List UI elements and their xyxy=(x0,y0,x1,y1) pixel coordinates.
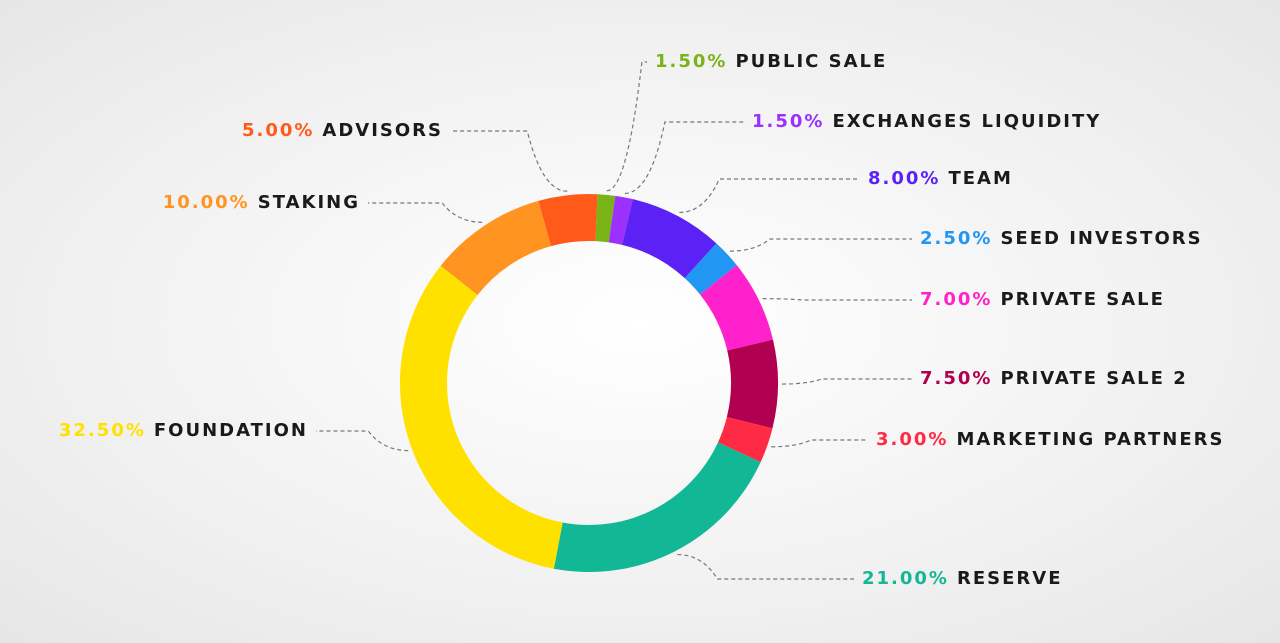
donut-segment xyxy=(440,200,552,295)
segment-label: 10.00% STAKING xyxy=(163,192,360,213)
donut-segment xyxy=(621,199,717,279)
category-label: STAKING xyxy=(258,192,360,213)
donut-segment xyxy=(726,339,778,429)
category-label: ADVISORS xyxy=(322,120,443,141)
value-label: 7.50% xyxy=(920,368,992,389)
segment-label: 5.00% ADVISORS xyxy=(242,120,443,141)
category-label: EXCHANGES LIQUIDITY xyxy=(832,111,1101,132)
segment-label: 1.50% PUBLIC SALE xyxy=(655,51,887,72)
donut-segment xyxy=(538,193,598,247)
value-label: 1.50% xyxy=(655,51,727,72)
category-label: PRIVATE SALE xyxy=(1000,289,1165,310)
segment-label: 3.00% MARKETING PARTNERS xyxy=(876,429,1224,450)
leader-line xyxy=(451,130,568,192)
leader-line xyxy=(677,553,854,580)
category-label: PUBLIC SALE xyxy=(735,51,887,72)
value-label: 3.00% xyxy=(876,429,948,450)
donut-segment xyxy=(400,265,563,569)
segment-label: 32.50% FOUNDATION xyxy=(59,420,308,441)
leader-line xyxy=(606,61,647,192)
donut-segment xyxy=(608,195,633,245)
category-label: PRIVATE SALE 2 xyxy=(1000,368,1187,389)
value-label: 1.50% xyxy=(752,111,824,132)
leader-line xyxy=(679,178,860,214)
value-label: 7.00% xyxy=(920,289,992,310)
leader-line xyxy=(624,121,744,194)
donut-segment xyxy=(717,417,773,463)
donut-segment xyxy=(700,265,773,351)
segment-label: 8.00% TEAM xyxy=(868,168,1013,189)
value-label: 5.00% xyxy=(242,120,314,141)
donut-segment xyxy=(595,194,616,243)
value-label: 32.50% xyxy=(59,420,146,441)
segment-label: 1.50% EXCHANGES LIQUIDITY xyxy=(752,111,1101,132)
leader-line xyxy=(771,439,868,448)
category-label: FOUNDATION xyxy=(154,420,308,441)
segment-label: 7.50% PRIVATE SALE 2 xyxy=(920,368,1188,389)
category-label: MARKETING PARTNERS xyxy=(956,429,1224,450)
donut-segment xyxy=(684,243,737,295)
donut-segment xyxy=(553,442,761,572)
category-label: TEAM xyxy=(948,168,1012,189)
value-label: 21.00% xyxy=(862,568,949,589)
category-label: SEED INVESTORS xyxy=(1000,228,1202,249)
value-label: 8.00% xyxy=(868,168,940,189)
leader-line xyxy=(762,298,912,301)
leader-line xyxy=(316,430,409,452)
segment-label: 21.00% RESERVE xyxy=(862,568,1063,589)
leader-line xyxy=(368,202,483,223)
segment-label: 2.50% SEED INVESTORS xyxy=(920,228,1203,249)
leader-line xyxy=(729,238,912,252)
category-label: RESERVE xyxy=(957,568,1063,589)
segment-label: 7.00% PRIVATE SALE xyxy=(920,289,1165,310)
value-label: 2.50% xyxy=(920,228,992,249)
value-label: 10.00% xyxy=(163,192,250,213)
leader-line xyxy=(781,378,912,385)
